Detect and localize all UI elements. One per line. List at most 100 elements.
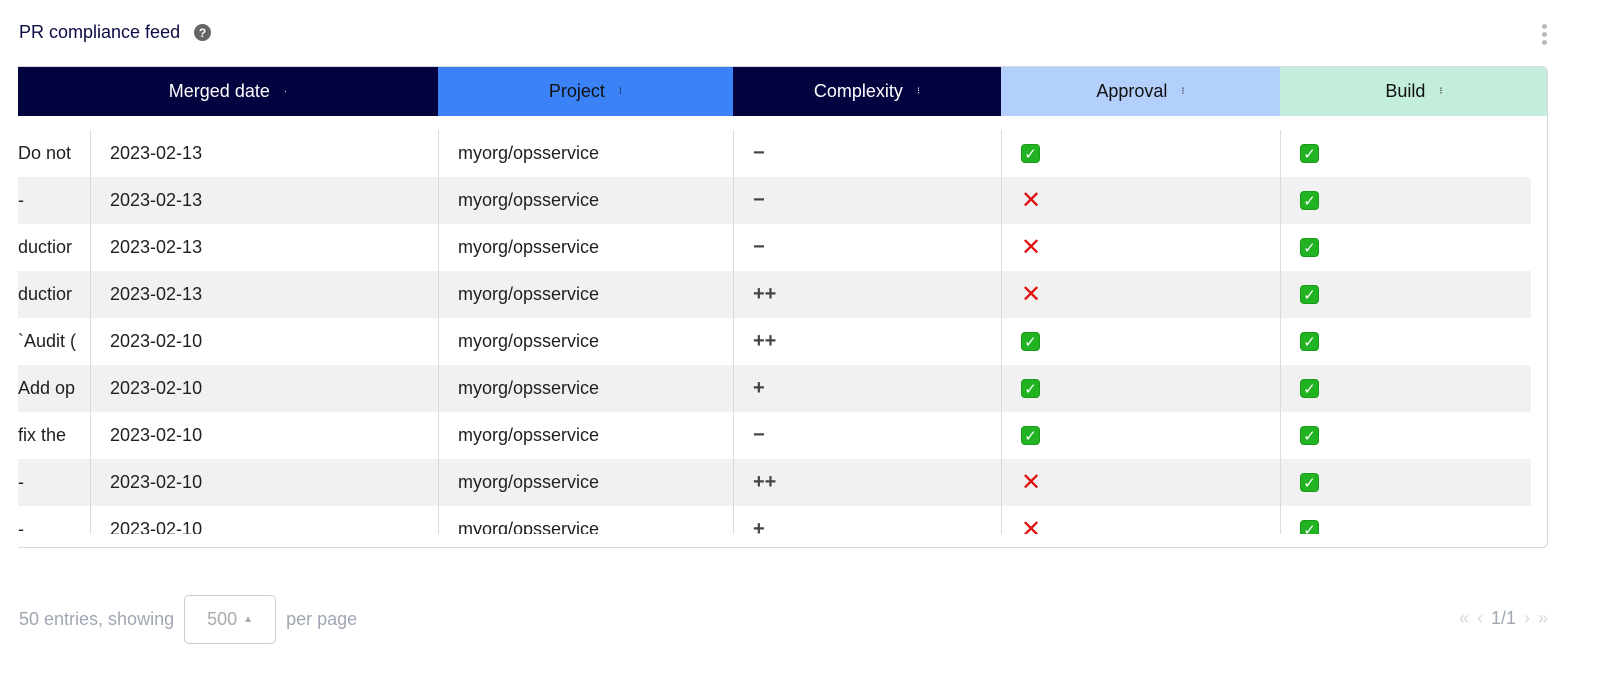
table-row[interactable]: - 2023-02-10 myorg/opsservice + ✕ ✓ (18, 506, 1531, 534)
complexity-cell: − (753, 142, 765, 164)
title-cell: - (18, 519, 24, 534)
table-row[interactable]: ductior 2023-02-13 myorg/opsservice ++ ✕… (18, 271, 1531, 318)
column-header-label: Approval (1096, 81, 1168, 101)
more-options-icon[interactable] (1540, 24, 1548, 45)
table-row[interactable]: - 2023-02-13 myorg/opsservice − ✕ ✓ (18, 177, 1531, 224)
approval-cell: ✕ (1001, 271, 1280, 318)
column-divider (733, 130, 734, 534)
check-icon: ✓ (1300, 379, 1319, 398)
build-cell: ✓ (1280, 365, 1531, 412)
merged-date-cell: 2023-02-10 (110, 472, 203, 492)
check-icon: ✓ (1021, 426, 1040, 445)
cross-icon: ✕ (1021, 281, 1042, 308)
table-row[interactable]: `Audit ( 2023-02-10 myorg/opsservice ++ … (18, 318, 1531, 365)
next-page-icon[interactable]: › (1523, 608, 1530, 628)
approval-cell: ✕ (1001, 459, 1280, 506)
table-header: Merged date · Project ⁝ Complexity ⁝ Approval ⁝… (18, 67, 1547, 116)
project-cell: myorg/opsservice (458, 425, 600, 445)
approval-cell: ✓ (1001, 318, 1280, 365)
complexity-cell: − (753, 236, 765, 258)
approval-cell: ✕ (1001, 177, 1280, 224)
caret-up-icon: ▲ (243, 614, 254, 625)
merged-date-cell: 2023-02-13 (110, 190, 203, 210)
merged-date-cell: 2023-02-10 (110, 378, 203, 398)
table-row[interactable]: - 2023-02-10 myorg/opsservice ++ ✕ ✓ (18, 459, 1531, 506)
widget-title: PR compliance feed ? (19, 22, 212, 43)
sort-icon[interactable]: ⁝ (618, 85, 623, 97)
table-row[interactable]: fix the 2023-02-10 myorg/opsservice − ✓ … (18, 412, 1531, 459)
table-row[interactable]: ductior 2023-02-13 myorg/opsservice − ✕ … (18, 224, 1531, 271)
title-cell: - (18, 190, 24, 210)
approval-cell: ✓ (1001, 130, 1280, 177)
prev-page-icon[interactable]: ‹ (1476, 608, 1483, 628)
help-icon[interactable]: ? (194, 24, 212, 41)
column-divider (1280, 130, 1281, 534)
title-cell: `Audit ( (18, 331, 77, 351)
complexity-cell: ++ (753, 330, 777, 352)
pager: « ‹ 1/1 › » (1459, 608, 1548, 629)
cross-icon: ✕ (1021, 516, 1042, 534)
table-row[interactable]: Do not 2023-02-13 myorg/opsservice − ✓ ✓ (18, 130, 1531, 177)
page-indicator: 1/1 (1490, 608, 1516, 628)
entries-text: 50 entries, showing (19, 609, 175, 629)
title-cell: Do not (18, 143, 72, 163)
complexity-cell: − (753, 189, 765, 211)
sort-icon[interactable]: ⁝ (1181, 85, 1185, 97)
check-icon: ✓ (1300, 426, 1319, 445)
first-page-icon[interactable]: « (1458, 608, 1469, 628)
check-icon: ✓ (1300, 238, 1319, 257)
column-header-complexity[interactable]: Complexity ⁝ (733, 67, 1001, 116)
check-icon: ✓ (1021, 332, 1040, 351)
project-cell: myorg/opsservice (458, 378, 600, 398)
check-icon: ✓ (1300, 191, 1319, 210)
build-cell: ✓ (1280, 130, 1531, 177)
build-cell: ✓ (1280, 224, 1531, 271)
project-cell: myorg/opsservice (458, 519, 600, 534)
project-cell: myorg/opsservice (458, 237, 600, 257)
cross-icon: ✕ (1021, 187, 1042, 214)
column-divider (90, 130, 91, 534)
page-size-value: 500 (207, 609, 238, 629)
check-icon: ✓ (1300, 332, 1319, 351)
build-cell: ✓ (1280, 459, 1531, 506)
column-header-approval[interactable]: Approval ⁝ (1001, 67, 1280, 116)
column-header-project[interactable]: Project ⁝ (438, 67, 733, 116)
complexity-cell: + (753, 377, 765, 399)
cross-icon: ✕ (1021, 469, 1042, 496)
complexity-cell: ++ (753, 471, 777, 493)
complexity-cell: + (753, 518, 765, 534)
column-header-label: Merged date (168, 81, 270, 101)
column-header-merged-date[interactable]: Merged date · (18, 67, 438, 116)
complexity-cell: − (753, 424, 765, 446)
complexity-cell: ++ (753, 283, 777, 305)
cross-icon: ✕ (1021, 234, 1042, 261)
pr-table: Merged date · Project ⁝ Complexity ⁝ Approval ⁝… (18, 66, 1548, 548)
merged-date-cell: 2023-02-10 (110, 425, 203, 445)
project-cell: myorg/opsservice (458, 143, 600, 163)
title-cell: - (18, 472, 24, 492)
per-page-text: per page (286, 609, 358, 629)
page-size-select[interactable]: 500 ▲ (184, 595, 277, 644)
table-row[interactable]: Add op 2023-02-10 myorg/opsservice + ✓ ✓ (18, 365, 1531, 412)
build-cell: ✓ (1280, 506, 1531, 534)
check-icon: ✓ (1300, 144, 1319, 163)
merged-date-cell: 2023-02-10 (110, 331, 203, 351)
sort-icon[interactable]: · (283, 85, 288, 97)
column-divider (1001, 130, 1002, 534)
build-cell: ✓ (1280, 177, 1531, 224)
build-cell: ✓ (1280, 318, 1531, 365)
project-cell: myorg/opsservice (458, 190, 600, 210)
merged-date-cell: 2023-02-13 (110, 237, 203, 257)
check-icon: ✓ (1300, 473, 1319, 492)
column-header-build[interactable]: Build ⁝ (1280, 67, 1547, 116)
merged-date-cell: 2023-02-10 (110, 519, 203, 534)
title-cell: fix the (18, 425, 67, 445)
sort-icon[interactable]: ⁝ (916, 85, 921, 97)
table-body[interactable]: Do not 2023-02-13 myorg/opsservice − ✓ ✓… (18, 130, 1531, 534)
project-cell: myorg/opsservice (458, 331, 600, 351)
sort-icon[interactable]: ⁝ (1439, 85, 1443, 97)
approval-cell: ✕ (1001, 224, 1280, 271)
column-divider (438, 130, 439, 534)
approval-cell: ✕ (1001, 506, 1280, 534)
last-page-icon[interactable]: » (1537, 608, 1548, 628)
